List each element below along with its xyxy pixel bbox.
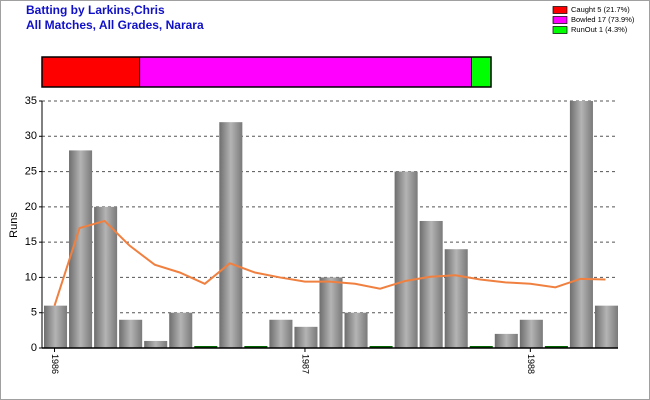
y-tick-label: 5 bbox=[31, 307, 37, 319]
legend-swatch bbox=[552, 6, 568, 14]
bar bbox=[119, 319, 143, 348]
legend-label: Bowled 17 (73.9%) bbox=[571, 15, 635, 24]
y-axis-label: Runs bbox=[8, 212, 20, 238]
bar bbox=[444, 249, 468, 348]
bar bbox=[269, 319, 293, 348]
dismissal-segment bbox=[41, 56, 141, 88]
legend-swatch bbox=[552, 16, 568, 24]
y-tick-label: 35 bbox=[25, 95, 37, 107]
bar bbox=[319, 277, 343, 348]
bar bbox=[494, 333, 518, 348]
bar bbox=[169, 312, 193, 348]
average-line bbox=[53, 219, 606, 306]
x-tick-label: 1987 bbox=[301, 354, 311, 374]
chart-title: Batting by Larkins,Chris bbox=[26, 3, 165, 17]
y-tick-label: 25 bbox=[25, 165, 37, 177]
legend-label: RunOut 1 (4.3%) bbox=[571, 25, 628, 34]
bar bbox=[394, 171, 418, 348]
bar bbox=[569, 101, 593, 348]
bar bbox=[44, 305, 68, 348]
bar bbox=[519, 319, 543, 348]
dismissal-segment bbox=[139, 56, 472, 88]
bar bbox=[94, 206, 118, 348]
bar bbox=[69, 150, 93, 348]
chart-subtitle: All Matches, All Grades, Narara bbox=[26, 18, 204, 32]
y-tick-label: 10 bbox=[25, 271, 37, 283]
dismissal-bar-border bbox=[41, 56, 492, 88]
y-tick-label: 30 bbox=[25, 130, 37, 142]
dismissal-segment bbox=[470, 56, 492, 88]
y-tick-label: 0 bbox=[31, 342, 37, 354]
x-tick-label: 1988 bbox=[526, 354, 536, 374]
bar bbox=[419, 220, 443, 348]
bar bbox=[344, 312, 368, 348]
legend-label: Caught 5 (21.7%) bbox=[571, 5, 630, 14]
legend-swatch bbox=[552, 26, 568, 34]
x-tick-label: 1986 bbox=[50, 354, 60, 374]
y-tick-label: 20 bbox=[25, 201, 37, 213]
y-tick-label: 15 bbox=[25, 236, 37, 248]
bar bbox=[219, 122, 243, 349]
bar bbox=[594, 305, 618, 348]
bar bbox=[144, 340, 168, 348]
bar bbox=[294, 326, 318, 348]
